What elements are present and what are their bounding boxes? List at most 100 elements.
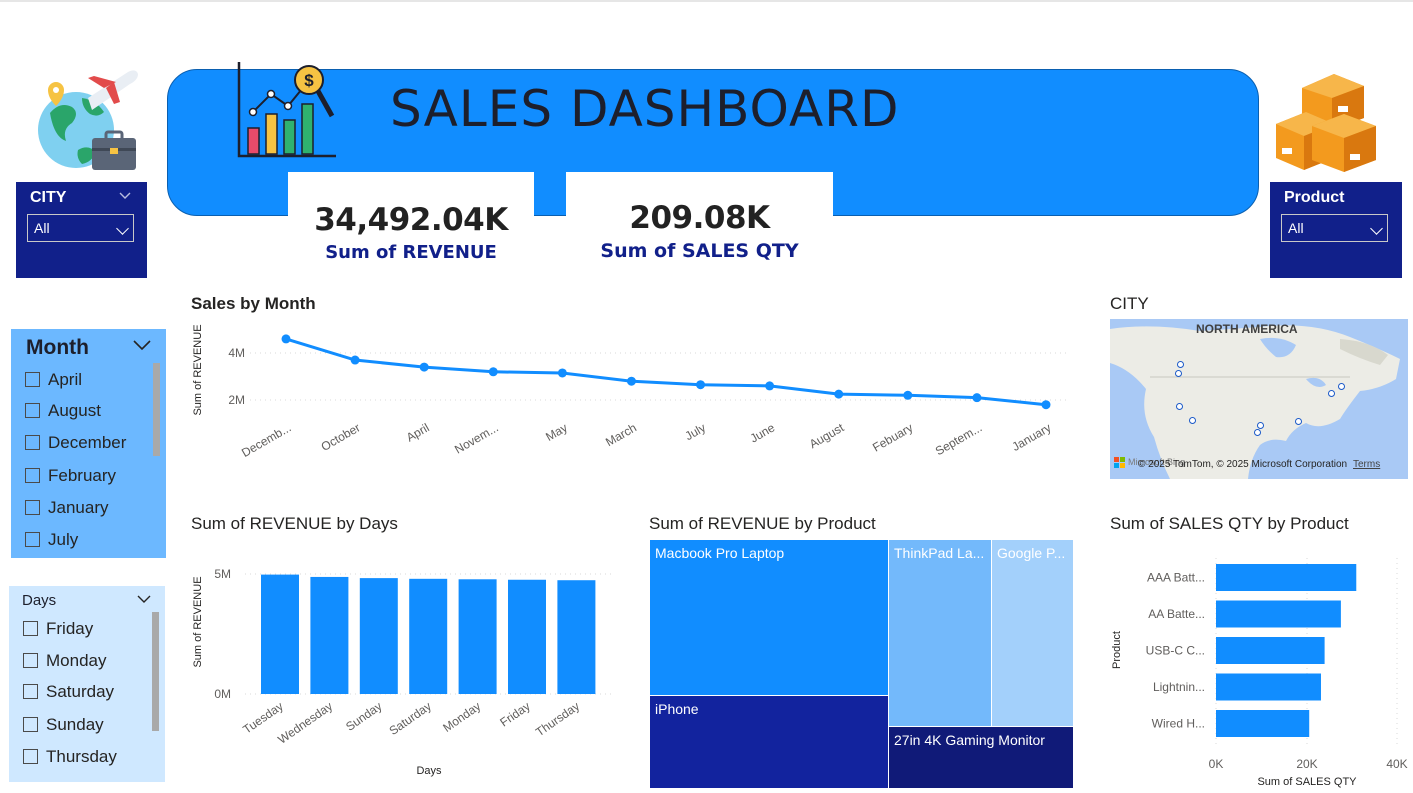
month-option[interactable]: January: [25, 498, 108, 518]
x-tick: Sunday: [343, 699, 384, 734]
dashboard-title: SALES DASHBOARD: [390, 80, 900, 138]
y-tick: 5M: [214, 567, 231, 581]
month-slicer-label: Month: [26, 336, 89, 359]
checkbox[interactable]: [25, 500, 40, 515]
x-tick: 0K: [1209, 757, 1224, 771]
map-point[interactable]: [1189, 417, 1196, 424]
bar: [1216, 710, 1310, 737]
x-tick: Friday: [497, 699, 532, 730]
y-axis-label: Product: [1111, 631, 1123, 669]
days-slicer-label: Days: [22, 592, 57, 609]
map-point[interactable]: [1176, 403, 1183, 410]
map-point[interactable]: [1177, 361, 1184, 368]
data-point: [972, 393, 982, 403]
days-slicer-scrollbar[interactable]: [152, 612, 159, 731]
treemap-tile[interactable]: ThinkPad La...: [888, 539, 992, 727]
day-option[interactable]: Saturday: [23, 682, 114, 702]
x-tick: April: [404, 420, 432, 444]
map-point[interactable]: [1295, 418, 1302, 425]
checkbox[interactable]: [23, 717, 38, 732]
y-tick: Wired H...: [1152, 717, 1205, 731]
chevron-down-icon[interactable]: [137, 595, 151, 603]
bar: [359, 578, 398, 694]
checkbox[interactable]: [25, 435, 40, 450]
chevron-down-icon[interactable]: [119, 192, 131, 200]
map-terms-link[interactable]: Terms: [1353, 459, 1381, 470]
chevron-down-icon: [1370, 222, 1383, 235]
qty-by-product-chart[interactable]: Product Sum of SALES QTY 0K 20K 40K AAA …: [1105, 550, 1410, 790]
sales-by-month-chart[interactable]: Sum of REVENUE 4M 2M Decemb... October Apr…: [185, 318, 1085, 478]
travel-globe-icon: [38, 70, 138, 170]
map-point[interactable]: [1175, 370, 1182, 377]
x-tick: Febuary: [870, 420, 915, 454]
map-attribution: © 2025 TomTom, © 2025 Microsoft Corporat…: [1138, 459, 1348, 470]
microsoft-logo-icon: [1114, 457, 1126, 469]
map-point[interactable]: [1328, 390, 1335, 397]
map-point[interactable]: [1254, 429, 1261, 436]
qty-by-product-title: Sum of SALES QTY by Product: [1110, 514, 1349, 533]
treemap-tile[interactable]: Google P...: [991, 539, 1074, 727]
chevron-down-icon[interactable]: [133, 340, 151, 351]
day-option[interactable]: Monday: [23, 651, 106, 671]
treemap-tile[interactable]: iPhone: [649, 695, 889, 789]
y-tick: 2M: [228, 393, 245, 407]
bar: [1216, 564, 1357, 591]
city-slicer-label: CITY: [30, 189, 67, 206]
day-option[interactable]: Friday: [23, 619, 93, 639]
month-option[interactable]: April: [25, 370, 82, 390]
kpi-sales-qty-card[interactable]: 209.08K Sum of SALES QTY: [566, 172, 833, 272]
bar: [1216, 600, 1341, 628]
sales-by-month-title: Sales by Month: [191, 294, 316, 313]
bar: [508, 579, 546, 694]
checkbox[interactable]: [23, 621, 38, 636]
product-slicer: Product All: [1270, 182, 1402, 278]
y-tick: 0M: [214, 687, 231, 701]
month-option[interactable]: February: [25, 466, 116, 486]
city-map[interactable]: NORTH AMERICA Microsoft Bing © 2025 TomT…: [1110, 319, 1408, 479]
y-axis-label: Sum of REVENUE: [192, 324, 204, 415]
day-option[interactable]: Thursday: [23, 747, 117, 767]
month-option[interactable]: July: [25, 530, 78, 550]
map-region-label: NORTH AMERICA: [1196, 322, 1298, 336]
revenue-by-days-chart[interactable]: Sum of REVENUE 5M 0M Days TuesdayWednesd…: [185, 550, 625, 785]
sales-analytics-icon: $: [237, 62, 336, 158]
data-point: [350, 355, 360, 365]
day-option[interactable]: Sunday: [23, 715, 104, 735]
y-tick: USB-C C...: [1146, 644, 1205, 658]
map-point[interactable]: [1338, 383, 1345, 390]
month-option[interactable]: December: [25, 433, 126, 453]
chevron-down-icon: [116, 222, 129, 235]
revenue-by-product-title: Sum of REVENUE by Product: [649, 514, 876, 533]
checkbox[interactable]: [25, 403, 40, 418]
city-dropdown[interactable]: All: [27, 214, 134, 242]
kpi-revenue-card[interactable]: 34,492.04K Sum of REVENUE: [288, 172, 534, 272]
checkbox[interactable]: [23, 684, 38, 699]
checkbox[interactable]: [25, 468, 40, 483]
y-tick: 4M: [228, 346, 245, 360]
checkbox[interactable]: [25, 372, 40, 387]
product-slicer-label: Product: [1284, 189, 1345, 206]
bar: [1216, 637, 1325, 664]
y-tick: AA Batte...: [1148, 607, 1205, 621]
data-point: [281, 334, 291, 344]
treemap-tile[interactable]: 27in 4K Gaming Monitor: [888, 726, 1074, 789]
data-point: [419, 362, 429, 372]
treemap-tile[interactable]: Macbook Pro Laptop: [649, 539, 889, 696]
checkbox[interactable]: [25, 532, 40, 547]
revenue-by-product-treemap[interactable]: Macbook Pro Laptop iPhone ThinkPad La...…: [649, 539, 1074, 789]
x-tick: 40K: [1386, 757, 1407, 771]
kpi-sales-qty-label: Sum of SALES QTY: [600, 240, 799, 262]
map-point[interactable]: [1257, 422, 1264, 429]
bar: [557, 580, 596, 694]
checkbox[interactable]: [23, 749, 38, 764]
checkbox[interactable]: [23, 653, 38, 668]
y-tick: AAA Batt...: [1147, 571, 1205, 585]
month-slicer-scrollbar[interactable]: [153, 363, 160, 456]
kpi-revenue-label: Sum of REVENUE: [325, 242, 497, 263]
kpi-revenue-value: 34,492.04K: [314, 202, 508, 238]
city-dropdown-value: All: [34, 220, 50, 236]
product-dropdown[interactable]: All: [1281, 214, 1388, 242]
month-option[interactable]: August: [25, 401, 101, 421]
data-point: [557, 368, 567, 378]
bar: [310, 576, 349, 694]
